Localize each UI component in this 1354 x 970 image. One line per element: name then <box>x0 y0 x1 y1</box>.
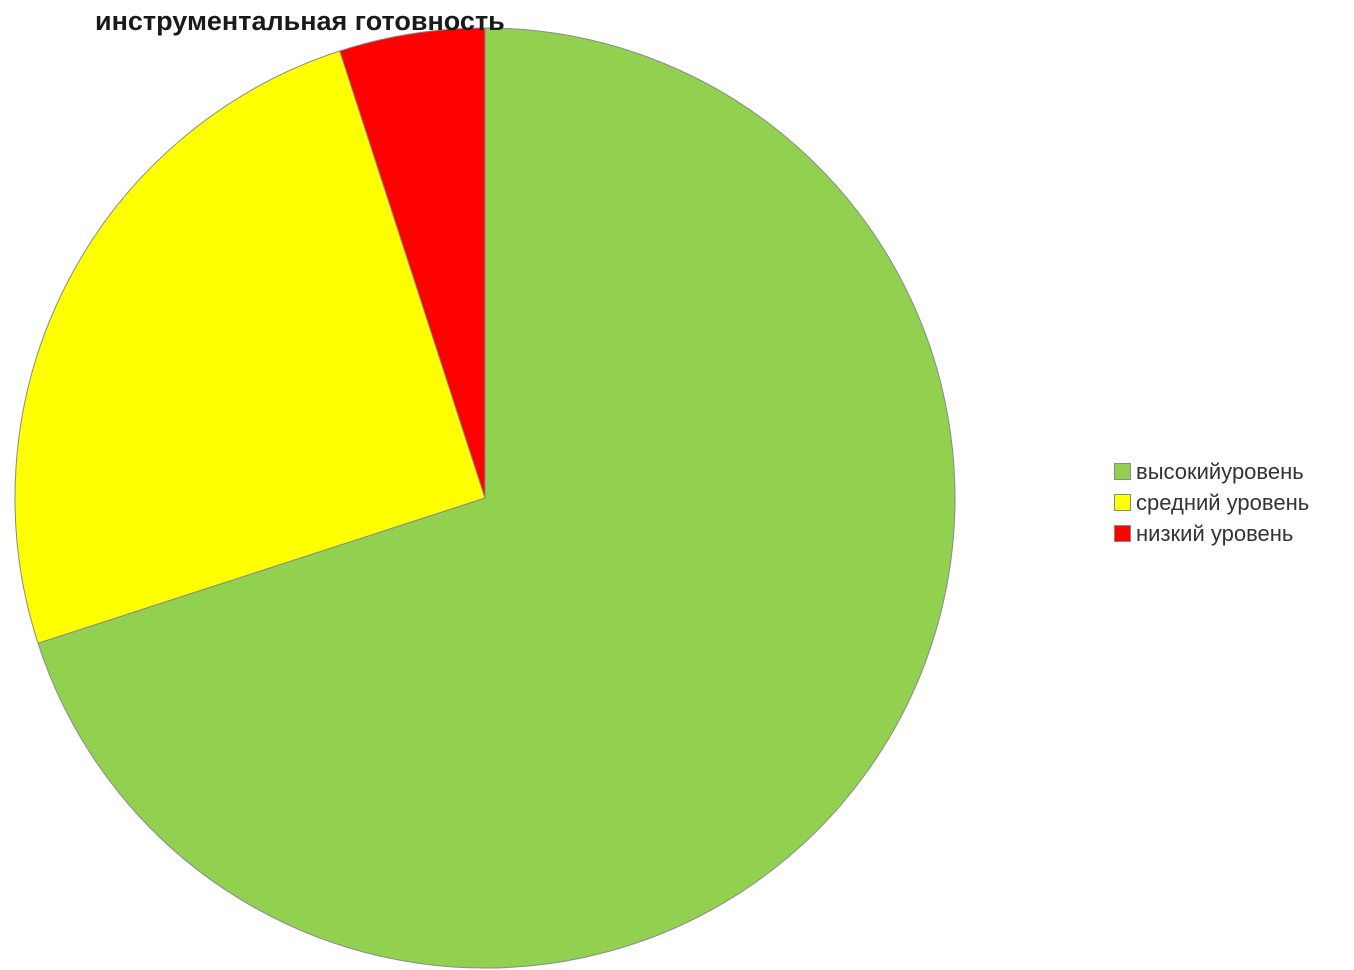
pie-slice-low <box>339 27 486 499</box>
legend: высокийуровень средний уровень низкий ур… <box>1114 456 1309 549</box>
legend-label-high: высокийуровень <box>1136 458 1304 484</box>
pie-slice-high <box>37 27 956 969</box>
legend-swatch-high <box>1114 463 1131 480</box>
legend-label-medium: средний уровень <box>1136 489 1310 515</box>
pie-slice-medium <box>14 50 486 644</box>
chart-title: инструментальная готовность <box>95 6 505 36</box>
legend-swatch-low <box>1114 525 1131 542</box>
legend-swatch-medium <box>1114 494 1131 511</box>
legend-label-low: низкий уровень <box>1136 520 1294 546</box>
legend-item-high: высокийуровень <box>1114 456 1309 487</box>
legend-item-medium: средний уровень <box>1114 487 1309 518</box>
legend-item-low: низкий уровень <box>1114 518 1309 549</box>
